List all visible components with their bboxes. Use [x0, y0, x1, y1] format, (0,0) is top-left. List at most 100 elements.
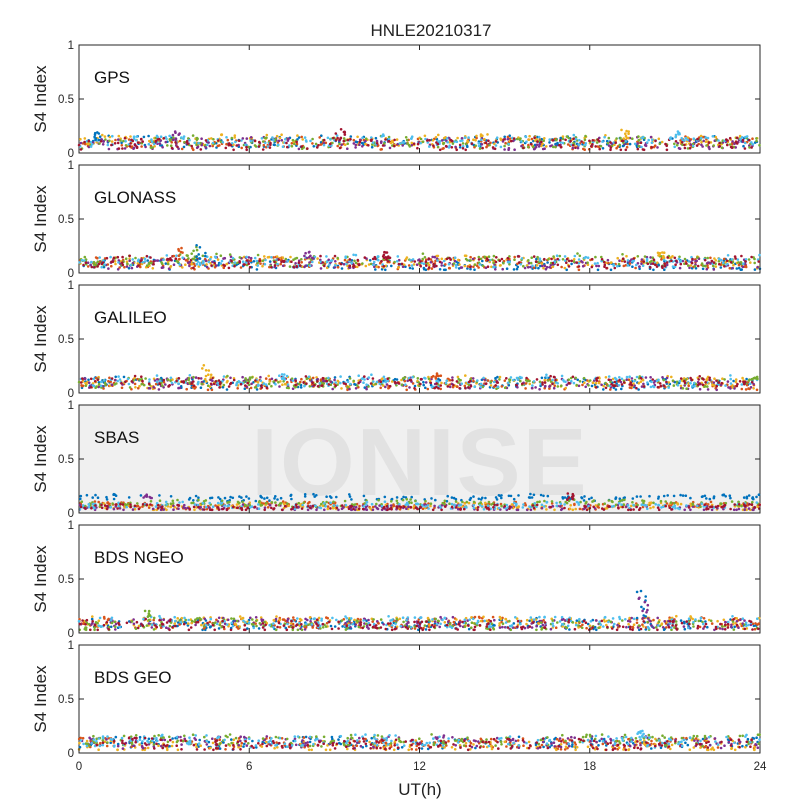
data-point [717, 139, 720, 142]
data-point [117, 261, 120, 264]
data-point [120, 141, 123, 145]
data-point [745, 135, 749, 138]
data-point [492, 380, 496, 384]
data-point [649, 385, 653, 389]
data-point [528, 496, 532, 499]
data-point [658, 382, 662, 385]
data-point [693, 385, 696, 388]
data-point [610, 505, 614, 508]
data-point [597, 264, 601, 268]
data-point [666, 494, 669, 497]
data-point [702, 135, 705, 139]
data-point [182, 137, 185, 140]
data-point [403, 505, 406, 509]
data-point [673, 265, 677, 269]
data-point [121, 147, 124, 150]
data-point [567, 378, 570, 382]
data-point [176, 145, 179, 149]
data-point [225, 142, 228, 146]
data-point [193, 503, 197, 506]
data-point [503, 135, 507, 139]
data-point [546, 379, 550, 382]
data-point [303, 136, 307, 139]
data-point [149, 256, 152, 259]
data-point [239, 382, 243, 386]
data-point [637, 138, 640, 142]
data-point [308, 506, 312, 510]
data-point [607, 144, 611, 147]
data-point [545, 508, 548, 511]
data-point [675, 143, 679, 147]
data-point [491, 146, 495, 149]
data-point [310, 256, 314, 260]
data-point [270, 384, 273, 388]
data-point [445, 257, 449, 261]
data-point [384, 380, 387, 384]
data-point [303, 265, 306, 269]
data-point [136, 502, 139, 505]
data-point [627, 136, 630, 140]
data-point [747, 387, 750, 390]
data-point [463, 502, 467, 505]
data-point [333, 376, 337, 379]
data-point [240, 146, 243, 150]
data-point [696, 137, 699, 141]
data-point [294, 383, 297, 387]
data-point [121, 263, 125, 267]
data-point [487, 255, 491, 258]
data-point [371, 257, 375, 261]
data-point [750, 381, 754, 384]
data-point [378, 382, 382, 386]
data-point [554, 145, 557, 149]
data-point [208, 144, 212, 148]
data-point [446, 141, 450, 144]
data-point [706, 385, 709, 388]
data-point [114, 505, 118, 508]
data-point [244, 143, 247, 147]
data-point [485, 257, 489, 260]
data-point [627, 130, 630, 133]
data-point [364, 142, 367, 146]
data-point [148, 378, 151, 381]
data-point [340, 143, 343, 146]
data-point [190, 252, 193, 255]
data-point [591, 143, 594, 146]
data-point [616, 256, 619, 260]
data-point [456, 375, 460, 379]
data-point [516, 255, 520, 258]
data-point [495, 255, 498, 259]
data-point [665, 144, 668, 148]
data-point [751, 137, 754, 140]
data-point [238, 256, 242, 259]
data-point [321, 376, 325, 380]
peak-cluster [334, 128, 347, 141]
data-point [580, 140, 583, 143]
data-point [211, 379, 214, 383]
data-point [421, 252, 425, 255]
data-point [105, 256, 109, 260]
data-point [160, 262, 164, 266]
data-point [210, 264, 213, 267]
data-point [431, 385, 435, 389]
data-point [420, 503, 424, 507]
data-point [137, 507, 141, 511]
data-point [227, 266, 231, 270]
data-point [263, 508, 267, 512]
data-point [253, 139, 257, 142]
data-point [141, 140, 144, 143]
data-point [492, 506, 495, 509]
data-point [357, 381, 360, 385]
data-point [663, 265, 667, 268]
data-point [295, 256, 299, 260]
data-point [615, 146, 618, 150]
data-point [595, 264, 598, 268]
data-point [206, 143, 209, 147]
data-point [279, 496, 283, 500]
data-point [454, 263, 458, 267]
data-point [678, 132, 681, 136]
data-point [618, 259, 621, 263]
data-point [473, 268, 476, 272]
data-point [302, 501, 306, 505]
data-point [583, 495, 586, 498]
